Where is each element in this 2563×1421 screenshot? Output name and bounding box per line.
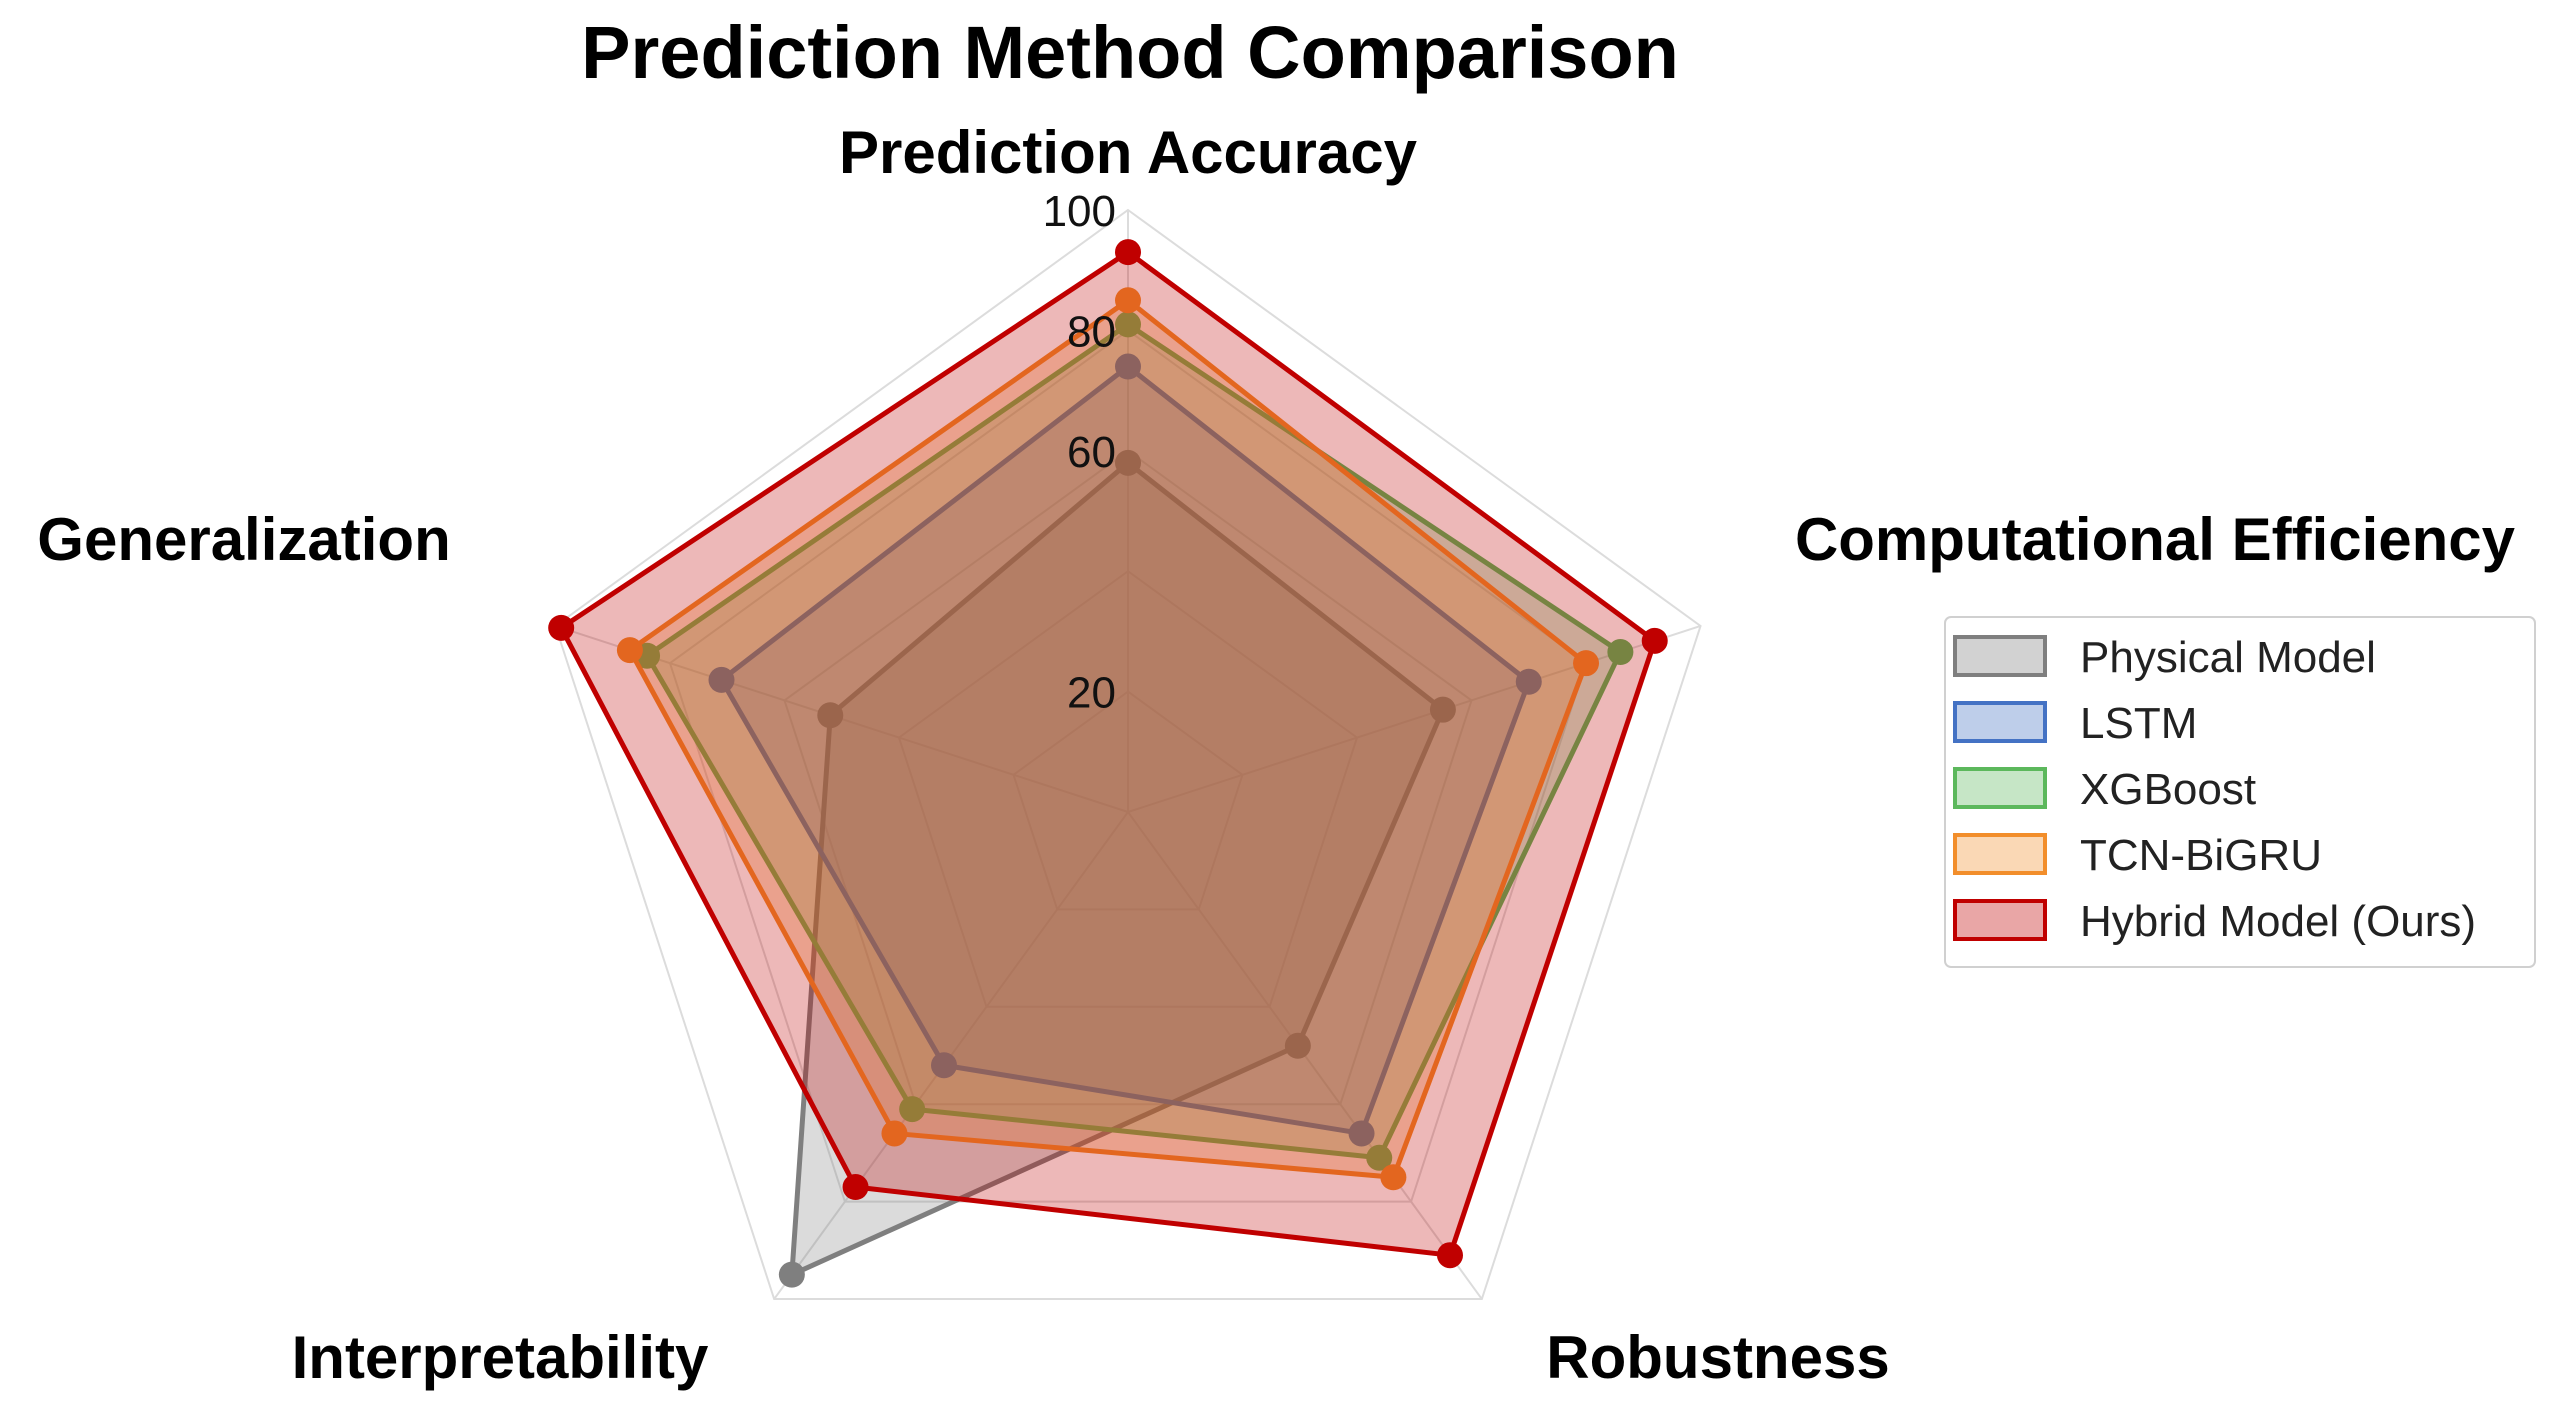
point-tcn-bigru-1 [1573,650,1600,677]
legend-label-tcn-bigru: TCN-BiGRU [2080,831,2322,880]
series-area-hybrid-model-ours [558,249,1658,1258]
axis-label-computational-efficiency: Computational Efficiency [1795,506,2516,573]
point-xgboost-0 [1115,311,1141,338]
point-hybrid-model-ours-4 [548,614,575,641]
point-xgboost-1 [1607,639,1634,666]
point-lstm-1 [1515,668,1542,695]
radial-ticks: 20 60 80 100 [1043,187,1116,718]
grid-ring-20 [1012,690,1244,911]
legend-label-physical-model: Physical Model [2080,633,2376,682]
point-physical-model-1 [1429,696,1456,723]
legend-swatch-tcn-bigru [1953,833,2047,875]
legend-label-hybrid-model-ours: Hybrid Model (Ours) [2080,897,2476,946]
axis-label-prediction-accuracy: Prediction Accuracy [839,119,1418,186]
series-area-tcn-bigru [627,297,1589,1180]
grid-ring-60 [783,449,1473,1106]
legend-label-lstm: LSTM [2080,699,2197,748]
grid-ring-40 [897,569,1359,1008]
point-physical-model-4 [817,702,844,729]
legend-frame [1944,616,2536,968]
grid-ring-100 [554,208,1702,1301]
axis-label-interpretability: Interpretability [292,1324,709,1391]
point-tcn-bigru-3 [881,1120,908,1147]
legend: Physical Model LSTM XGBoost TCN-BiGRU Hybrid… [1944,616,2536,968]
chart-title: Prediction Method Comparison [581,11,1679,94]
legend-swatch-physical-model [1953,635,2047,677]
tick-label-80: 80 [1067,307,1116,356]
tick-label-60: 60 [1067,428,1116,477]
tick-label-100: 100 [1043,187,1116,236]
radar-series [548,239,1668,1288]
point-physical-model-2 [1284,1032,1311,1059]
grid-spoke-1 [1127,625,1701,813]
legend-swatch-xgboost [1953,767,2047,809]
tick-label-20: 20 [1067,669,1116,718]
point-lstm-0 [1115,353,1141,380]
legend-swatch-lstm [1953,701,2047,743]
point-hybrid-model-ours-0 [1115,239,1141,266]
point-hybrid-model-ours-3 [842,1174,869,1201]
point-tcn-bigru-0 [1115,287,1141,314]
point-xgboost-2 [1366,1144,1393,1171]
point-lstm-3 [930,1052,957,1079]
axis-label-generalization: Generalization [37,506,450,573]
point-lstm-2 [1348,1120,1375,1147]
point-hybrid-model-ours-2 [1437,1242,1464,1269]
legend-label-xgboost: XGBoost [2080,765,2256,814]
point-physical-model-0 [1115,449,1141,476]
point-lstm-4 [708,666,735,693]
point-tcn-bigru-4 [616,637,643,664]
point-tcn-bigru-2 [1380,1164,1407,1191]
point-physical-model-3 [778,1261,805,1288]
point-hybrid-model-ours-1 [1641,627,1668,654]
point-xgboost-3 [899,1096,926,1123]
grid-ring-80 [668,329,1588,1203]
legend-swatch-hybrid-model-ours [1953,899,2047,941]
series-area-lstm [718,364,1532,1136]
axis-label-robustness: Robustness [1546,1324,1889,1391]
series-area-xgboost [644,321,1623,1161]
